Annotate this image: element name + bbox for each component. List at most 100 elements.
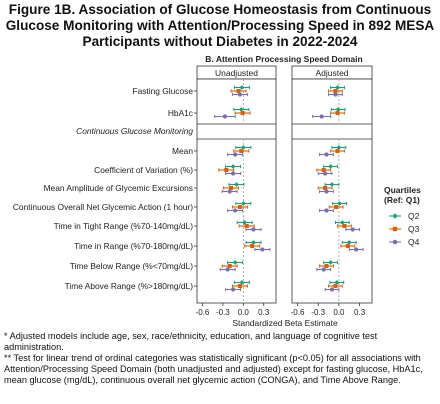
row-label: Continuous Overall Net Glycemic Action (…	[13, 202, 193, 212]
panel-adjusted: Adjusted -0.6 -0.3 0.0 0.3	[291, 65, 373, 317]
point-q3	[240, 111, 245, 115]
point-q4	[323, 171, 328, 176]
point-q2	[251, 240, 256, 245]
point-q2	[328, 260, 334, 265]
point-q4	[350, 227, 355, 232]
point-q3	[323, 186, 328, 190]
x-tick-label: 0.3	[354, 308, 366, 317]
point-q3	[335, 149, 340, 153]
x-tick-label: 0.0	[333, 308, 345, 317]
point-q2	[239, 85, 245, 90]
point-q4	[237, 92, 243, 97]
point-q4	[319, 114, 324, 119]
point-q3	[244, 224, 249, 228]
row-label: HbA1c	[168, 108, 193, 118]
legend-label-q2: Q2	[408, 211, 420, 221]
x-axis-label: Standardized Beta Estimate	[232, 318, 338, 328]
point-q4	[324, 208, 329, 213]
figure-title-line-2: Glucose Monitoring with Attention/Proces…	[5, 18, 435, 33]
point-q4	[233, 208, 238, 213]
point-q2	[335, 107, 341, 112]
point-q2	[232, 260, 238, 265]
point-q3	[237, 205, 242, 209]
point-q4	[251, 227, 256, 232]
point-q4	[230, 171, 236, 176]
point-q3	[236, 89, 241, 93]
point-q3	[239, 149, 244, 153]
point-q2	[346, 240, 352, 245]
chart-subtitle: B. Attention Processing Speed Domain	[205, 54, 362, 64]
row-label: Time in Tight Range (%70-140mg/dL)	[54, 221, 194, 231]
x-tick-label: -0.6	[291, 308, 305, 317]
point-q3	[335, 111, 340, 115]
figure-title-line-1: Figure 1B. Association of Glucose Homeos…	[8, 2, 432, 17]
point-q2	[335, 85, 340, 90]
point-q2	[336, 145, 342, 150]
point-q2	[234, 182, 239, 187]
point-q2	[334, 280, 340, 285]
point-q3	[237, 284, 242, 288]
point-q2	[337, 201, 342, 206]
row-label: Time Above Range (%>180mg/dL)	[65, 281, 194, 291]
strip-label-adjusted: Adjusted	[315, 68, 348, 78]
point-q3	[345, 244, 350, 248]
row-label: Mean Amplitude of Glycemic Excursions	[44, 183, 193, 193]
legend-label-q4: Q4	[408, 237, 420, 247]
point-q2	[329, 182, 335, 187]
footnote-linear-trend: ** Test for linear trend of ordinal cate…	[4, 353, 423, 385]
x-tick-label: 0.3	[258, 308, 270, 317]
panel-unadjusted: Unadjusted -0.6 -0.3 0.0 0.3	[196, 65, 277, 317]
legend-label-q3: Q3	[408, 224, 420, 234]
point-q4	[324, 189, 329, 194]
point-q3	[342, 224, 347, 228]
point-q4	[354, 247, 359, 252]
point-q4	[233, 152, 238, 157]
legend-key-q3	[392, 226, 398, 232]
legend-title: Quartiles	[384, 185, 421, 195]
point-q3	[324, 264, 329, 268]
strip-label-unadjusted: Unadjusted	[215, 68, 258, 78]
point-q2	[239, 280, 245, 285]
row-label: Mean	[172, 146, 193, 156]
row-label: Time Below Range (%<70mg/dL)	[70, 261, 193, 271]
figure-title-line-3: Participants without Diabetes in 2022-20…	[82, 34, 358, 49]
x-tick-label: -0.6	[196, 308, 210, 317]
x-tick-label: 0.0	[238, 308, 250, 317]
point-q2	[230, 164, 236, 169]
point-q3	[250, 244, 255, 248]
point-q4	[225, 267, 230, 272]
footnote-adjusted-models: * Adjusted models include age, sex, race…	[4, 331, 378, 352]
row-label: Time in Range (%70-180mg/dL)	[74, 241, 193, 251]
section-header: Continuous Glucose Monitoring	[76, 126, 193, 136]
point-q4	[260, 247, 265, 252]
footnotes: * Adjusted models include age, sex, race…	[4, 331, 436, 386]
point-q4	[333, 92, 338, 97]
legend-key-q2	[392, 213, 398, 219]
row-label: Fasting Glucose	[132, 86, 193, 96]
point-q3	[334, 205, 339, 209]
point-q3	[227, 264, 232, 268]
point-q2	[238, 107, 244, 112]
point-q2	[339, 220, 345, 225]
point-q3	[224, 168, 229, 172]
point-q4	[227, 189, 232, 194]
point-q2	[240, 201, 246, 206]
x-tick-label: -0.3	[216, 308, 230, 317]
legend-key-q4	[392, 239, 398, 245]
point-q4	[324, 152, 329, 157]
point-q2	[242, 220, 248, 225]
point-q4	[321, 267, 326, 272]
legend-title: (Ref: Q1)	[384, 195, 420, 205]
point-q3	[333, 89, 338, 93]
point-q4	[329, 287, 335, 292]
point-q2	[328, 164, 334, 169]
x-tick-label: -0.3	[311, 308, 325, 317]
forest-plot: B. Attention Processing Speed DomainUnad…	[13, 54, 421, 328]
point-q3	[321, 168, 326, 172]
point-q4	[222, 114, 228, 119]
figure-title: Figure 1B. Association of Glucose Homeos…	[0, 2, 440, 50]
point-q3	[229, 186, 234, 190]
point-q3	[333, 284, 338, 288]
legend: Quartiles(Ref: Q1) Q2 Q3 Q4	[384, 185, 421, 247]
point-q2	[240, 145, 246, 150]
